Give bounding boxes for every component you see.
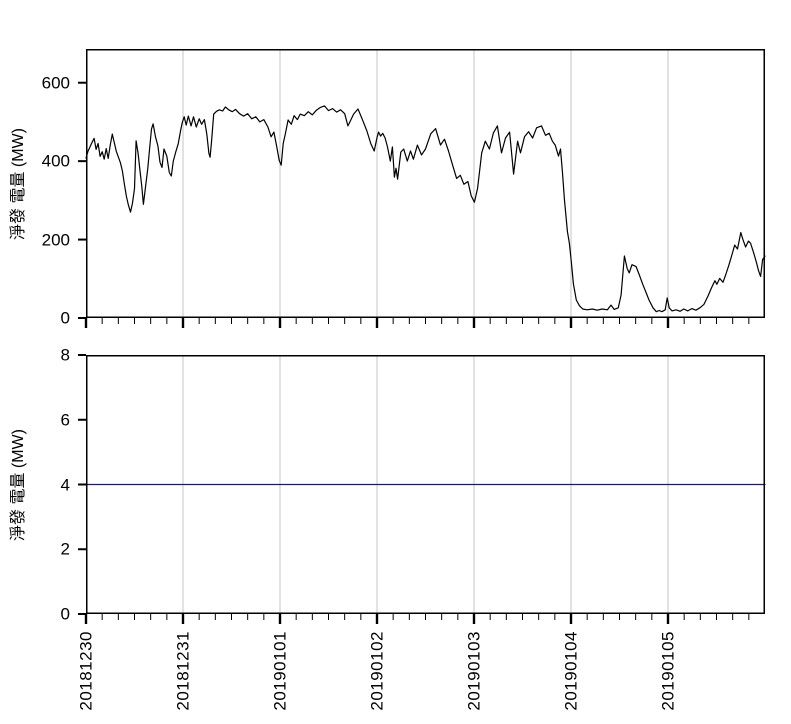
bottom-chart-y-axis-title: 淨發 電量 (MW) xyxy=(10,429,27,541)
y-axis-tick-label: 2 xyxy=(60,539,70,559)
x-axis-date-label: 20181231 xyxy=(173,631,193,711)
y-axis-tick-label: 600 xyxy=(41,73,70,93)
x-axis-date-label: 20190104 xyxy=(561,631,581,711)
plot-border xyxy=(86,49,765,318)
top-chart-plot-area xyxy=(78,49,766,328)
x-axis-date-label: 20181230 xyxy=(76,631,96,711)
top-chart-y-axis-title: 淨發 電量 (MW) xyxy=(10,128,27,240)
y-axis-tick-label: 200 xyxy=(41,230,70,250)
y-axis-tick-label: 0 xyxy=(60,604,70,624)
bottom-chart-canvas xyxy=(78,354,766,624)
x-axis-date-label: 20190105 xyxy=(658,631,678,711)
y-axis-tick-label: 0 xyxy=(60,308,70,328)
x-axis-date-label: 20190101 xyxy=(270,631,290,711)
y-axis-tick-label: 6 xyxy=(60,410,70,430)
y-axis-tick-label: 4 xyxy=(60,475,70,494)
y-axis-tick-label: 400 xyxy=(41,151,70,171)
bottom-chart-plot-area xyxy=(78,354,766,624)
top-chart-canvas xyxy=(78,49,766,328)
y-axis-tick-label: 8 xyxy=(60,345,70,365)
x-axis-date-label: 20190102 xyxy=(367,631,387,711)
x-axis-date-label: 20190103 xyxy=(464,631,484,711)
net-generation-series-line xyxy=(85,105,766,313)
plot-border xyxy=(86,355,765,614)
